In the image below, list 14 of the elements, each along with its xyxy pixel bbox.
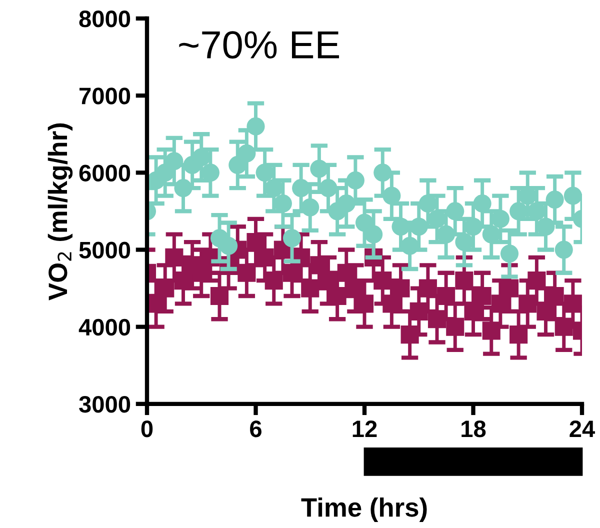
x-tick-label: 6 [250, 420, 262, 438]
y-axis-title: VO$_{2}$ (ml/kg/hr) [48, 123, 73, 300]
x-tick-label: 12 [352, 420, 377, 438]
y-tick-label: 7000 [80, 88, 130, 104]
y-tick-label: 3000 [79, 396, 130, 413]
x-axis-title: Time (hrs) [301, 497, 427, 522]
y-tick-label: 8000 [79, 10, 130, 28]
y-tick-label: 4000 [78, 318, 130, 336]
annotation: ~70% EE [179, 31, 340, 59]
y-tick-label: 6000 [79, 164, 130, 182]
x-tick-label: 0 [141, 420, 153, 438]
y-tick-label: 5000 [79, 242, 130, 259]
x-tick-label: 18 [462, 420, 486, 438]
x-tick-label: 24 [570, 420, 596, 438]
